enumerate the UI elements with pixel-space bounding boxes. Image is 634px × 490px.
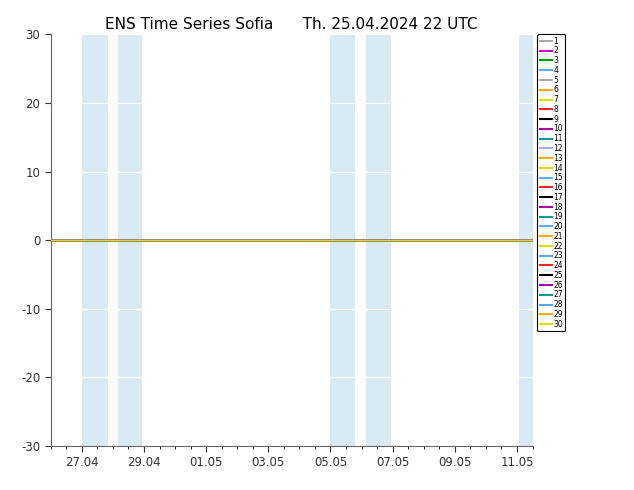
Bar [117,34,143,446]
Legend: 1, 2, 3, 4, 5, 6, 7, 8, 9, 10, 11, 12, 13, 14, 15, 16, 17, 18, 19, 20, 21, 22, 2: 1, 2, 3, 4, 5, 6, 7, 8, 9, 10, 11, 12, 1… [538,34,566,331]
Bar [82,34,108,446]
Text: ENS Time Series Sofia      Th. 25.04.2024 22 UTC: ENS Time Series Sofia Th. 25.04.2024 22 … [105,17,478,32]
Bar [366,34,391,446]
Bar [519,34,533,446]
Bar [330,34,356,446]
